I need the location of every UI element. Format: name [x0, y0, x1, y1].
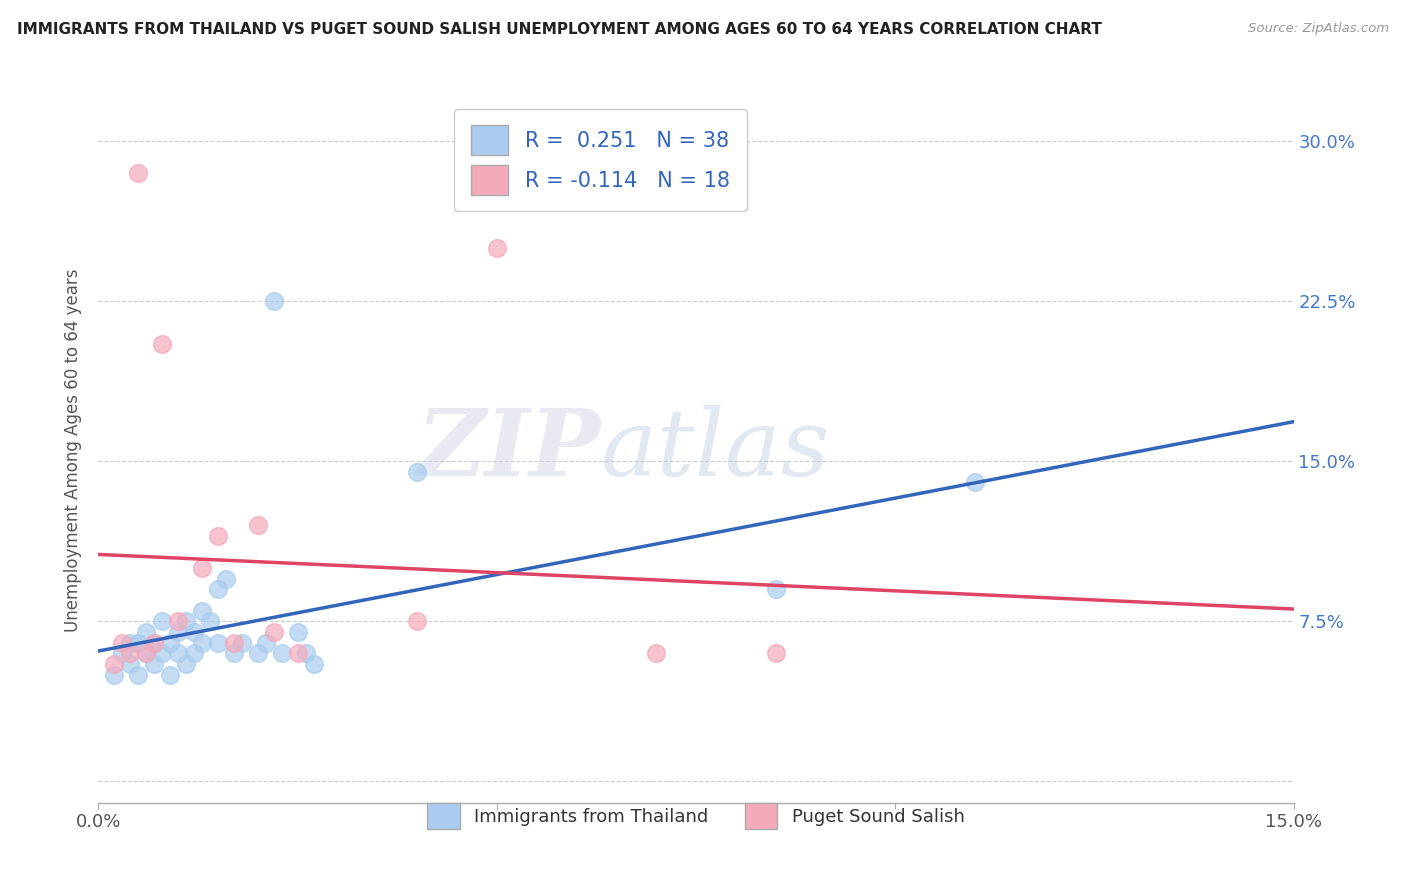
Point [254, 635, 277, 649]
Point [231, 635, 253, 649]
Point [215, 572, 238, 586]
Point [111, 635, 134, 649]
Text: IMMIGRANTS FROM THAILAND VS PUGET SOUND SALISH UNEMPLOYMENT AMONG AGES 60 TO 64 : IMMIGRANTS FROM THAILAND VS PUGET SOUND … [17, 22, 1102, 37]
Point [191, 561, 214, 575]
Point [143, 635, 166, 649]
Point [167, 624, 190, 639]
Point [135, 646, 157, 660]
Point [159, 667, 181, 681]
Point [103, 657, 125, 671]
Text: atlas: atlas [600, 406, 830, 495]
Point [302, 657, 325, 671]
Text: ZIP: ZIP [416, 406, 600, 495]
Point [246, 646, 269, 660]
Point [294, 646, 316, 660]
Point [127, 166, 149, 180]
Point [963, 475, 986, 490]
Point [135, 646, 157, 660]
Point [183, 646, 205, 660]
Point [183, 624, 205, 639]
Point [765, 646, 787, 660]
Point [174, 615, 197, 629]
Point [645, 646, 668, 660]
Point [120, 635, 142, 649]
Point [135, 624, 157, 639]
Point [222, 635, 245, 649]
Point [406, 465, 429, 479]
Point [103, 667, 125, 681]
Point [143, 657, 166, 671]
Point [263, 293, 285, 308]
Point [191, 604, 214, 618]
Point [120, 657, 142, 671]
Point [111, 646, 134, 660]
Point [150, 646, 173, 660]
Legend: Immigrants from Thailand, Puget Sound Salish: Immigrants from Thailand, Puget Sound Sa… [413, 789, 979, 843]
Point [207, 582, 229, 597]
Point [222, 646, 245, 660]
Point [485, 241, 508, 255]
Point [159, 635, 181, 649]
Point [127, 667, 149, 681]
Point [150, 615, 173, 629]
Point [150, 336, 173, 351]
Point [198, 615, 221, 629]
Text: Source: ZipAtlas.com: Source: ZipAtlas.com [1249, 22, 1389, 36]
Point [287, 646, 309, 660]
Point [207, 529, 229, 543]
Point [191, 635, 214, 649]
Point [174, 657, 197, 671]
Point [167, 646, 190, 660]
Point [263, 624, 285, 639]
Point [143, 635, 166, 649]
Point [120, 646, 142, 660]
Point [167, 615, 190, 629]
Point [127, 635, 149, 649]
Point [287, 624, 309, 639]
Point [246, 518, 269, 533]
Y-axis label: Unemployment Among Ages 60 to 64 years: Unemployment Among Ages 60 to 64 years [65, 268, 83, 632]
Point [765, 582, 787, 597]
Point [406, 615, 429, 629]
Point [270, 646, 292, 660]
Point [207, 635, 229, 649]
